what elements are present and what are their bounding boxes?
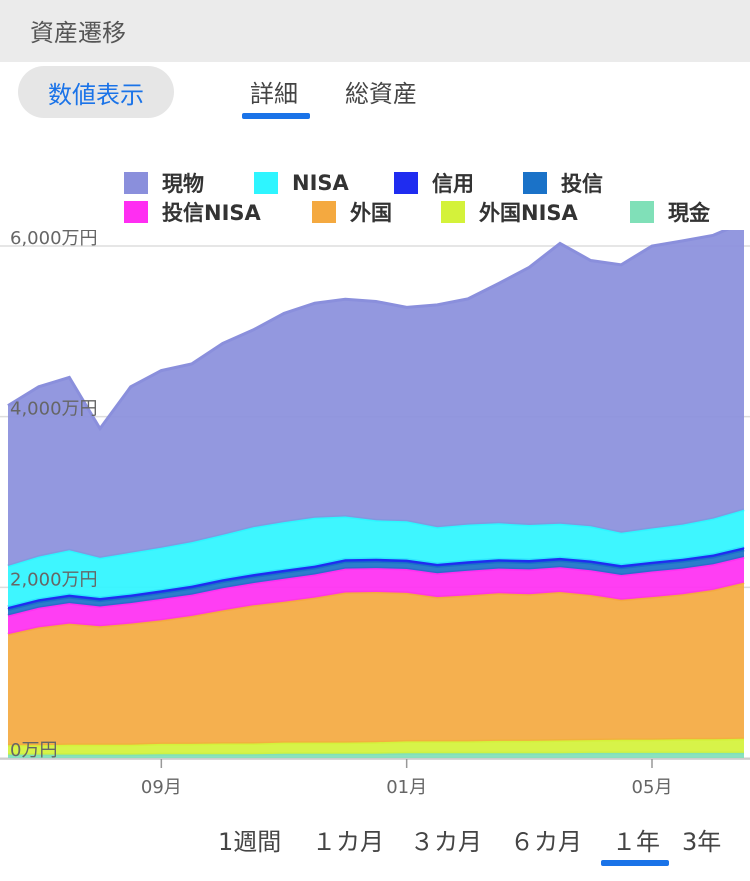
y-tick-label: 2,000万円	[10, 569, 98, 590]
legend-item-gaikoku: 外国	[312, 200, 392, 225]
asset-stacked-area-chart: 0万円 2,000万円 4,000万円 6,000万円 09月 01月 05月	[0, 230, 750, 798]
y-tick-label: 0万円	[10, 740, 57, 761]
header-bar: 資産遷移	[0, 0, 750, 62]
y-tick-label: 6,000万円	[10, 230, 98, 249]
legend-swatch	[124, 172, 148, 194]
legend-item-genkin: 現金	[630, 200, 710, 225]
active-tab-indicator	[242, 113, 310, 119]
series-area	[8, 582, 744, 746]
legend-label: 現金	[668, 201, 710, 225]
legend-swatch	[394, 172, 418, 194]
legend-item-shinyo: 信用	[394, 171, 474, 196]
series-area	[8, 230, 744, 566]
series-area	[8, 557, 744, 635]
legend-swatch	[441, 201, 465, 223]
legend-swatch	[312, 201, 336, 223]
series-line	[7, 230, 730, 432]
range-3-months[interactable]: ３カ月	[410, 828, 482, 856]
legend-label: 現物	[162, 172, 204, 196]
series-area	[8, 738, 744, 755]
page-title: 資産遷移	[30, 19, 126, 47]
legend-label: 外国NISA	[479, 201, 578, 225]
range-6-months[interactable]: ６カ月	[510, 828, 582, 856]
range-3-years[interactable]: 3年	[682, 828, 722, 856]
legend-label: 外国	[350, 201, 392, 225]
legend-item-gaikoku-nisa: 外国NISA	[441, 200, 578, 225]
legend-label: NISA	[292, 171, 349, 195]
legend-label: 投信	[561, 172, 603, 196]
legend-item-toshin: 投信	[523, 171, 603, 196]
legend-item-genbutsu: 現物	[124, 171, 204, 196]
legend-label: 信用	[432, 172, 474, 196]
legend-swatch	[523, 172, 547, 194]
range-1-year[interactable]: １年	[612, 828, 660, 856]
legend-swatch	[630, 201, 654, 223]
legend-item-nisa: NISA	[254, 171, 349, 195]
tab-detail[interactable]: 詳細	[250, 80, 298, 108]
range-1-week[interactable]: 1週間	[218, 828, 282, 856]
legend-swatch	[124, 201, 148, 223]
tab-total-assets[interactable]: 総資産	[345, 80, 417, 108]
y-tick-label: 4,000万円	[10, 399, 98, 420]
range-1-month[interactable]: １カ月	[312, 828, 384, 856]
x-tick-label: 05月	[632, 777, 673, 798]
legend-label: 投信NISA	[162, 201, 261, 225]
active-range-indicator	[601, 860, 669, 866]
series-area	[8, 509, 744, 607]
legend-swatch	[254, 172, 278, 194]
series-area	[8, 549, 744, 616]
value-display-button[interactable]: 数値表示	[18, 66, 174, 118]
x-tick-label: 09月	[141, 777, 182, 798]
x-tick-label: 01月	[386, 777, 427, 798]
legend-item-toshin-nisa: 投信NISA	[124, 200, 261, 225]
